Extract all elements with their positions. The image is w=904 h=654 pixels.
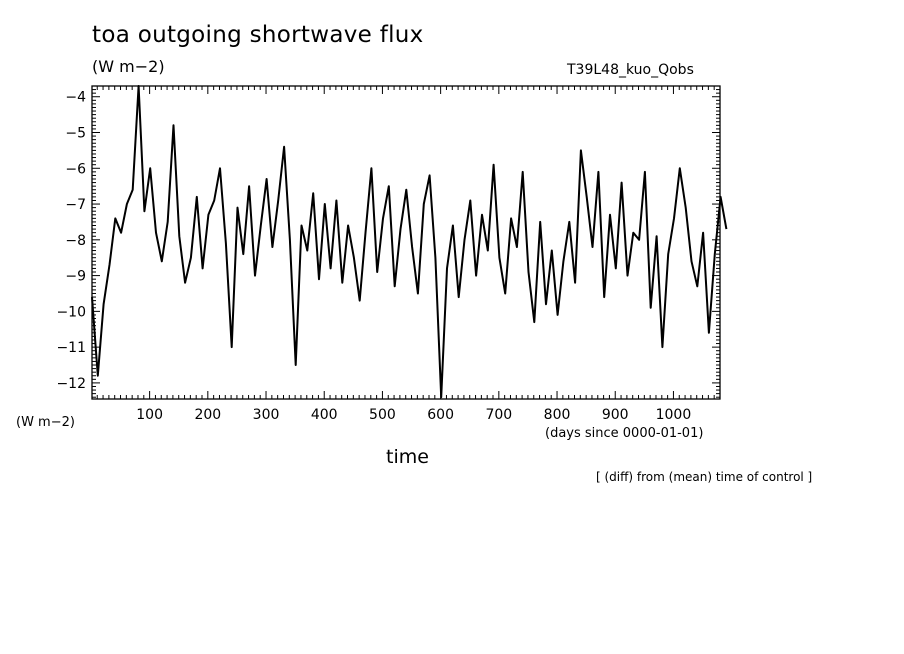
series-layer — [91, 85, 728, 399]
y-tick-label: −5 — [65, 126, 86, 142]
chart-title: toa outgoing shortwave flux — [92, 22, 424, 48]
y-tick-label: −9 — [65, 269, 86, 285]
x-axis-label: time — [386, 446, 429, 468]
diff-note: [ (diff) from (mean) time of control ] — [596, 470, 813, 484]
unit-label-top: (W m−2) — [92, 57, 165, 76]
y-tick-label: −4 — [65, 90, 86, 106]
x-tick-label: 400 — [311, 407, 338, 423]
x-tick-label: 800 — [544, 407, 571, 423]
x-tick-label: 200 — [194, 407, 221, 423]
y-tick-label: −12 — [56, 376, 86, 392]
x-tick-label: 700 — [485, 407, 512, 423]
x-tick-label: 500 — [369, 407, 396, 423]
y-tick-label: −8 — [65, 233, 86, 249]
y-tick-label: −7 — [65, 197, 86, 213]
x-tick-label: 900 — [602, 407, 629, 423]
x-tick-label: 100 — [136, 407, 163, 423]
unit-label-left: (W m−2) — [16, 415, 75, 430]
plot-frame — [91, 85, 721, 400]
y-tick-label: −6 — [65, 161, 86, 177]
x-tick-label: 300 — [253, 407, 280, 423]
axis-ticks — [92, 85, 720, 399]
x-tick-label: 1000 — [656, 407, 692, 423]
run-label: T39L48_kuo_Qobs — [567, 62, 694, 78]
series-line — [91, 85, 728, 399]
y-tick-label: −10 — [56, 304, 86, 320]
axis-tick-labels: 100 200 300 400 500 600 700 800 900 1000 −12 −11 −10… — [56, 90, 691, 423]
x-tick-label: 600 — [427, 407, 454, 423]
y-tick-label: −11 — [56, 340, 86, 356]
x-axis-unit-note: (days since 0000-01-01) — [545, 426, 704, 441]
